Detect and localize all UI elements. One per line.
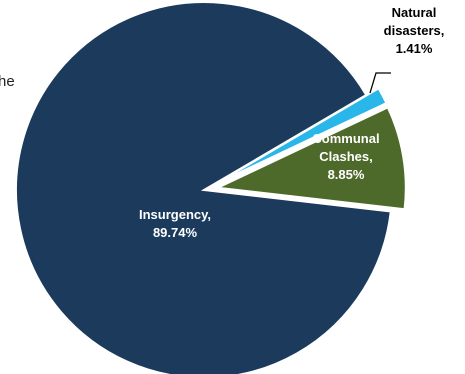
slice-label-insurgency: Insurgency, 89.74% <box>139 207 211 240</box>
leader-line-natural-disasters <box>369 72 391 94</box>
pie-slice-natural-disasters <box>215 87 388 185</box>
slice-label-natural-disasters: Natural disasters, 1.41% <box>384 5 445 56</box>
truncated-side-text: he <box>0 73 15 90</box>
slice-label-communal-clashes: Communal Clashes, 8.85% <box>312 131 379 182</box>
pie-slices <box>15 1 407 374</box>
pie-slice-insurgency <box>15 1 392 374</box>
pie-labels: Insurgency, 89.74% Natural disasters, 1.41% C… <box>139 5 444 240</box>
pie-slice-communal-clashes <box>214 106 407 211</box>
